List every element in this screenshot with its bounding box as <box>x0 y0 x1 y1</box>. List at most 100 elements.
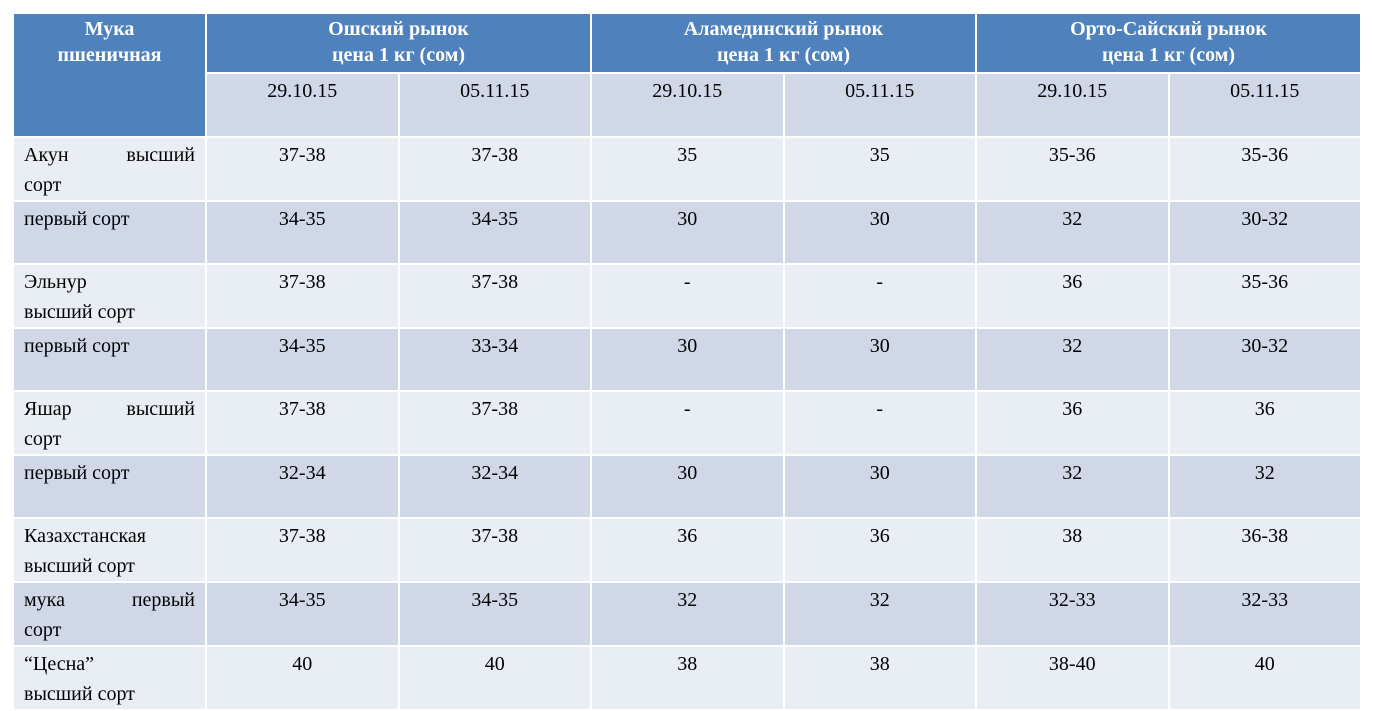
price-cell: 32-34 <box>205 454 400 519</box>
price-cell: 30 <box>590 200 785 265</box>
corner-cell: Мука пшеничная <box>12 12 207 138</box>
price-cell: 32-34 <box>397 454 592 519</box>
row-label: первый сорт <box>12 454 207 519</box>
price-cell: 37-38 <box>205 390 400 456</box>
date-cell: 29.10.15 <box>975 72 1170 138</box>
price-cell: 34-35 <box>205 327 400 392</box>
cell-line: первый сорт <box>24 335 130 357</box>
price-cell: 32 <box>1167 454 1362 519</box>
row-label: Казахстанская высший сорт <box>12 517 207 583</box>
table-body: Мука пшеничная Ошский рынок цена 1 кг (сом)… <box>12 12 1362 711</box>
row-label: первый сорт <box>12 327 207 392</box>
market-unit: цена 1 кг (сом) <box>1102 44 1235 66</box>
data-row: “Цесна” высший сорт 40 40 38 38 38-40 40 <box>12 645 1362 711</box>
cell-line: первый сорт <box>24 462 130 484</box>
row-label: Акун высший сорт <box>12 136 207 202</box>
date-cell: 05.11.15 <box>1167 72 1362 138</box>
price-cell: 36 <box>975 263 1170 329</box>
header-row: Мука пшеничная Ошский рынок цена 1 кг (сом)… <box>12 12 1362 138</box>
price-cell: 38 <box>590 645 785 711</box>
price-cell: 32 <box>975 454 1170 519</box>
price-cell: - <box>590 390 785 456</box>
data-row: первый сорт 34-35 34-35 30 30 32 30-32 <box>12 200 1362 265</box>
market-name: Аламединский рынок <box>683 18 884 40</box>
price-cell: 30 <box>590 454 785 519</box>
price-cell: 36 <box>975 390 1170 456</box>
cell-line: высший сорт <box>24 555 135 577</box>
data-row: первый сорт 32-34 32-34 30 30 32 32 <box>12 454 1362 519</box>
row-label: мука первый сорт <box>12 581 207 647</box>
price-cell: 37-38 <box>397 136 592 202</box>
cell-line: “Цесна” <box>24 653 95 675</box>
price-cell: 35-36 <box>1167 263 1362 329</box>
price-cell: 32 <box>590 581 785 647</box>
price-cell: - <box>590 263 785 329</box>
row-label: “Цесна” высший сорт <box>12 645 207 711</box>
market-name: Орто-Сайский рынок <box>1070 18 1267 40</box>
price-cell: 32-33 <box>1167 581 1362 647</box>
price-cell: 30 <box>782 454 977 519</box>
price-cell: 37-38 <box>397 390 592 456</box>
price-cell: 40 <box>205 645 400 711</box>
cell-line: Акун высший <box>24 144 195 166</box>
price-cell: 37-38 <box>397 263 592 329</box>
price-cell: 35 <box>590 136 785 202</box>
row-label: Эльнур высший сорт <box>12 263 207 329</box>
cell-line: сорт <box>24 428 62 450</box>
cell-line: Эльнур <box>24 271 87 293</box>
price-cell: 32 <box>975 200 1170 265</box>
cell-line: первый сорт <box>24 208 130 230</box>
market-unit: цена 1 кг (сом) <box>332 44 465 66</box>
price-cell: 35-36 <box>1167 136 1362 202</box>
dates-row: 29.10.15 05.11.15 29.10.15 05.11.15 29.10.15… <box>13 72 1362 138</box>
price-cell: 38 <box>782 645 977 711</box>
price-cell: 34-35 <box>397 200 592 265</box>
price-cell: 30 <box>782 200 977 265</box>
price-cell: 32 <box>975 327 1170 392</box>
price-cell: 35 <box>782 136 977 202</box>
price-cell: 32 <box>782 581 977 647</box>
cell-line: высший сорт <box>24 683 135 705</box>
price-cell: 36 <box>1167 390 1362 456</box>
data-row: Казахстанская высший сорт 37-38 37-38 36 36 38… <box>12 517 1362 583</box>
price-table: Мука пшеничная Ошский рынок цена 1 кг (сом)… <box>12 12 1362 711</box>
data-row: Акун высший сорт 37-38 37-38 35 35 35-36 35-36 <box>12 136 1362 202</box>
price-cell: 30-32 <box>1167 200 1362 265</box>
price-cell: 40 <box>1167 645 1362 711</box>
corner-line: пшеничная <box>57 44 162 66</box>
price-cell: 36-38 <box>1167 517 1362 583</box>
price-cell: 35-36 <box>975 136 1170 202</box>
price-cell: 37-38 <box>205 263 400 329</box>
page: {"table": { "corner": ["Мука", "пшенична… <box>12 12 1362 711</box>
price-cell: 32-33 <box>975 581 1170 647</box>
price-cell: 37-38 <box>397 517 592 583</box>
market-header: Ошский рынок цена 1 кг (сом) <box>205 12 592 74</box>
data-row: мука первый сорт 34-35 34-35 32 32 32-33 32-33 <box>12 581 1362 647</box>
date-cell: 29.10.15 <box>205 72 400 138</box>
data-row: Яшар высший сорт 37-38 37-38- -36 36 <box>12 390 1362 456</box>
corner-line: Мука <box>84 18 135 40</box>
market-header: Орто-Сайский рынок цена 1 кг (сом) <box>975 12 1362 74</box>
market-unit: цена 1 кг (сом) <box>717 44 850 66</box>
price-cell: 37-38 <box>205 136 400 202</box>
row-label: первый сорт <box>12 200 207 265</box>
cell-line: мука первый <box>24 589 195 611</box>
row-label: Яшар высший сорт <box>12 390 207 456</box>
price-cell: 30 <box>590 327 785 392</box>
price-cell: 36 <box>782 517 977 583</box>
price-cell: 30-32 <box>1167 327 1362 392</box>
price-cell: 34-35 <box>397 581 592 647</box>
date-cell: 05.11.15 <box>397 72 592 138</box>
cell-line: сорт <box>24 174 62 196</box>
cell-line: Яшар высший <box>24 398 195 420</box>
price-cell: 40 <box>397 645 592 711</box>
price-cell: 34-35 <box>205 200 400 265</box>
cell-line: сорт <box>24 619 62 641</box>
market-name: Ошский рынок <box>328 18 469 40</box>
price-cell: - <box>782 390 977 456</box>
price-cell: - <box>782 263 977 329</box>
cell-line: высший сорт <box>24 301 135 323</box>
price-cell: 34-35 <box>205 581 400 647</box>
price-cell: 33-34 <box>397 327 592 392</box>
market-header: Аламединский рынок цена 1 кг (сом) <box>590 12 977 74</box>
